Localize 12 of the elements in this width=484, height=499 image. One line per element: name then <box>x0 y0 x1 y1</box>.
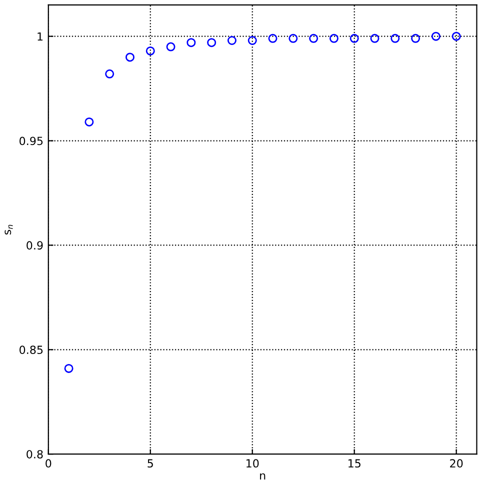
x-axis-title: n <box>260 473 266 480</box>
y-tick-label: 0.95 <box>20 136 43 146</box>
x-tick-label: 5 <box>148 459 153 468</box>
y-tick-label: 0.9 <box>26 241 43 250</box>
x-tick-label: 10 <box>246 459 259 468</box>
y-tick-label: 1 <box>38 32 43 41</box>
x-tick-label: 20 <box>450 459 463 468</box>
x-tick-label: 0 <box>46 459 52 468</box>
y-tick-label: 0.85 <box>20 346 43 354</box>
y-tick-label: 0.8 <box>26 450 43 458</box>
x-tick-label: 15 <box>348 459 360 468</box>
y-axis-title: s$_{n}$ <box>4 224 13 235</box>
